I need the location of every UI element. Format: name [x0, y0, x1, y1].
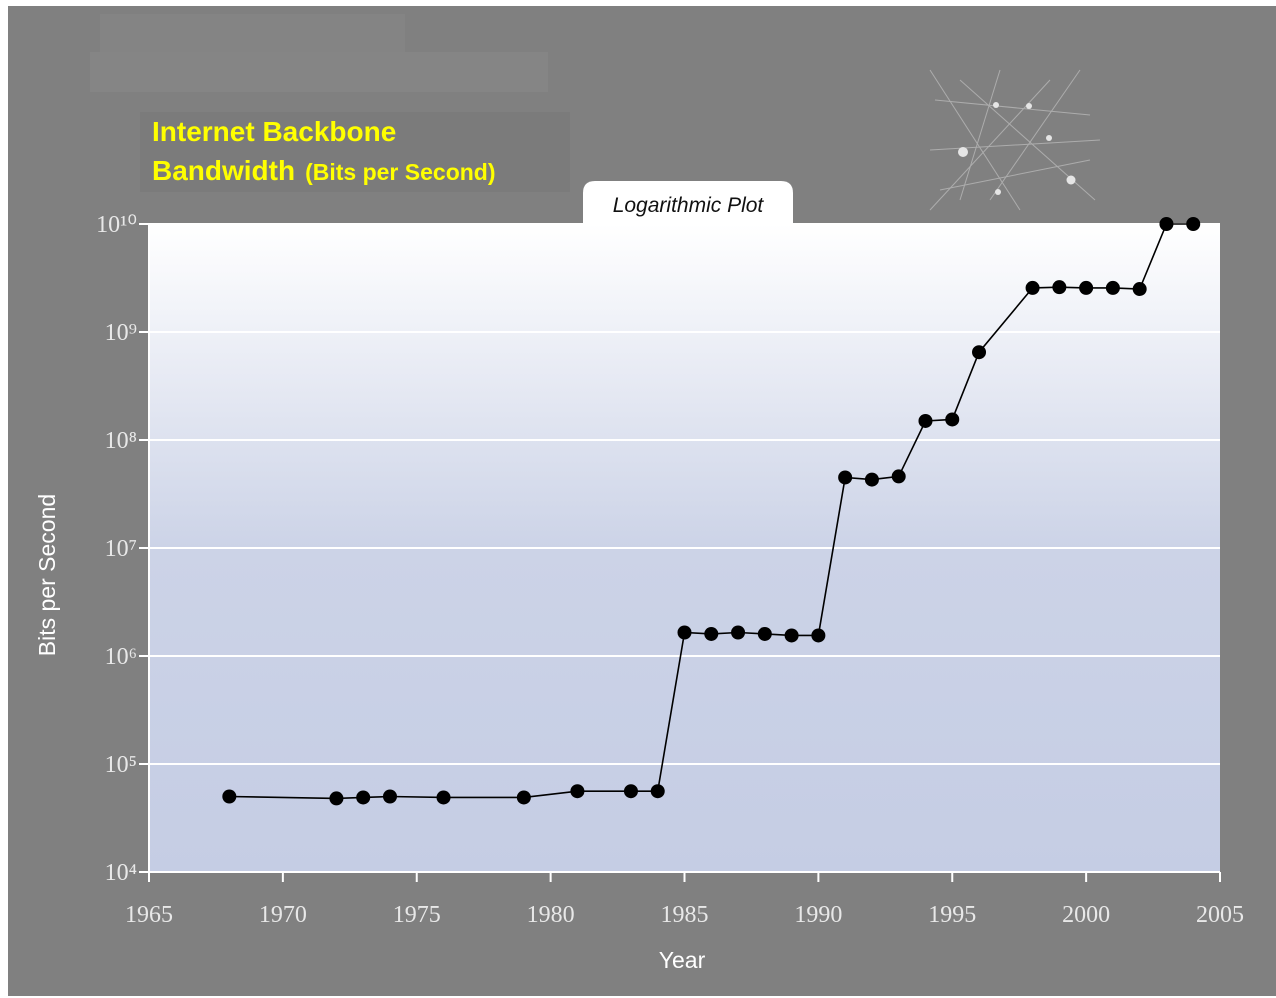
decoration: [100, 14, 405, 52]
point: [972, 345, 987, 360]
x-tick-label: 1990: [794, 902, 842, 928]
point: [945, 412, 960, 427]
point: [1159, 217, 1174, 231]
point: [811, 628, 826, 643]
point: [838, 470, 853, 485]
title-note: (Bits per Second): [305, 159, 495, 185]
x-tick-label: 1995: [928, 902, 976, 928]
y-tick-label: 10⁸: [105, 428, 137, 454]
point: [757, 626, 772, 641]
chart-title: Bandwidth: [152, 155, 295, 186]
point: [356, 790, 371, 805]
point: [918, 413, 933, 428]
x-tick-label: 1965: [125, 902, 173, 928]
x-tick-label: 1970: [259, 902, 307, 928]
point: [731, 625, 746, 640]
y-tick-label: 10⁶: [105, 644, 137, 670]
point: [650, 784, 665, 799]
point: [436, 790, 451, 805]
y-tick-label: 10⁹: [105, 320, 137, 346]
y-tick-label: 10⁷: [105, 536, 137, 562]
x-tick-label: 1985: [661, 902, 709, 928]
point: [1052, 280, 1067, 295]
x-axis-label: Year: [659, 947, 706, 973]
y-axis-label: Bits per Second: [34, 494, 60, 656]
point: [222, 789, 237, 804]
point: [1079, 280, 1094, 295]
point: [382, 789, 397, 804]
x-tick-label: 1980: [527, 902, 575, 928]
point: [864, 472, 879, 487]
point: [1132, 282, 1147, 297]
point: [677, 625, 692, 640]
point: [784, 628, 799, 643]
point: [570, 784, 585, 799]
point: [329, 791, 344, 806]
annotation-tab: [583, 181, 793, 226]
point: [891, 469, 906, 484]
point: [704, 626, 719, 641]
y-tick-label: 10¹⁰: [96, 212, 137, 238]
point: [1186, 217, 1201, 231]
chart-title: Bandwidth (Bits per Second): [152, 155, 496, 186]
line: [229, 223, 1194, 800]
chart-title: Internet Backbone: [152, 116, 396, 147]
point: [1025, 280, 1040, 295]
point: [516, 790, 531, 805]
decoration: [90, 52, 548, 92]
network-decoration: [929, 69, 1101, 211]
x-tick-label: 1975: [393, 902, 441, 928]
title-panel: [140, 112, 570, 192]
y-tick-label: 10⁴: [105, 860, 137, 886]
x-tick-label: 2005: [1196, 902, 1244, 928]
point: [623, 784, 638, 799]
x-tick-label: 2000: [1062, 902, 1110, 928]
annotation: Logarithmic Plot: [613, 194, 765, 217]
y-tick-label: 10⁵: [105, 752, 137, 778]
point: [1105, 280, 1120, 295]
